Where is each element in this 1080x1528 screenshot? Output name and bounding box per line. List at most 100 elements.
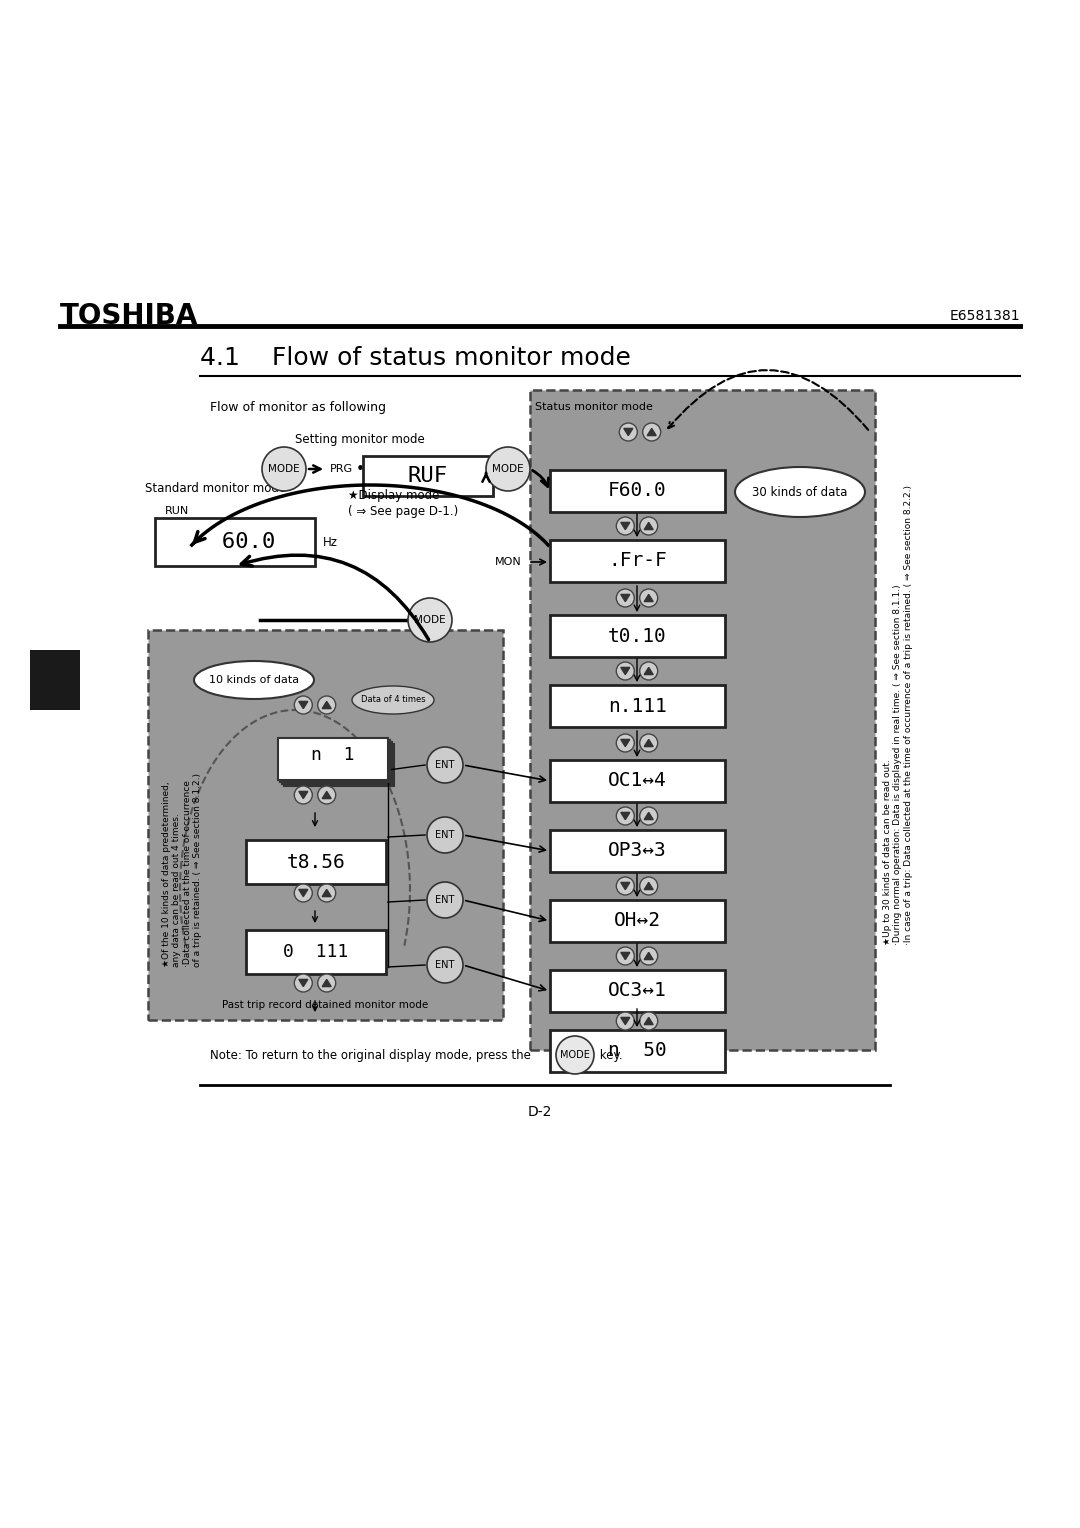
Polygon shape [644,882,653,889]
Circle shape [318,885,336,902]
Text: OC3↔1: OC3↔1 [608,981,666,1001]
Text: ★Display mode: ★Display mode [348,489,440,501]
Text: ★Up to 30 kinds of data can be read out.
·During normal operation: Data is displ: ★Up to 30 kinds of data can be read out.… [883,484,913,944]
Text: Status monitor mode: Status monitor mode [535,402,653,413]
Ellipse shape [194,662,314,698]
Circle shape [408,597,453,642]
Text: ENT: ENT [435,960,455,970]
FancyBboxPatch shape [363,455,492,497]
Polygon shape [621,668,630,674]
Text: TOSHIBA: TOSHIBA [60,303,199,330]
Polygon shape [299,979,308,987]
FancyBboxPatch shape [550,471,725,512]
Circle shape [318,785,336,804]
Text: OP3↔3: OP3↔3 [608,842,666,860]
Polygon shape [621,523,630,530]
Text: MODE: MODE [268,465,300,474]
Circle shape [639,877,658,895]
FancyBboxPatch shape [284,744,394,785]
Text: RUF: RUF [408,466,448,486]
Text: MODE: MODE [561,1050,590,1060]
Text: Standard monitor mode: Standard monitor mode [145,483,286,495]
Polygon shape [322,701,332,709]
Text: Data of 4 times: Data of 4 times [361,695,426,704]
Circle shape [617,588,634,607]
Circle shape [617,807,634,825]
Text: E6581381: E6581381 [949,309,1020,322]
Polygon shape [621,952,630,960]
Circle shape [617,877,634,895]
FancyBboxPatch shape [246,931,386,973]
Polygon shape [322,889,332,897]
Polygon shape [644,668,653,674]
FancyBboxPatch shape [148,630,503,1021]
Circle shape [639,588,658,607]
Polygon shape [644,813,653,819]
Text: MODE: MODE [415,614,446,625]
Polygon shape [299,889,308,897]
Circle shape [427,947,463,983]
Text: 60.0: 60.0 [194,532,275,552]
Circle shape [294,785,312,804]
Circle shape [639,733,658,752]
Polygon shape [621,740,630,747]
Text: ( ⇒ See page D-1.): ( ⇒ See page D-1.) [348,506,458,518]
Text: Setting monitor mode: Setting monitor mode [295,434,424,446]
Text: 0  111: 0 111 [283,943,349,961]
Text: OH↔2: OH↔2 [615,912,661,931]
Circle shape [619,423,637,442]
Text: Past trip record detained monitor mode: Past trip record detained monitor mode [221,999,428,1010]
Text: OC1↔4: OC1↔4 [608,772,666,790]
Text: ENT: ENT [435,830,455,840]
Circle shape [639,662,658,680]
Ellipse shape [352,686,434,714]
Text: t0.10: t0.10 [608,626,666,645]
Circle shape [318,973,336,992]
FancyBboxPatch shape [246,840,386,885]
Circle shape [294,885,312,902]
Text: Hz: Hz [323,535,338,549]
Polygon shape [322,792,332,799]
Circle shape [427,817,463,853]
Text: ENT: ENT [435,759,455,770]
Polygon shape [322,979,332,987]
Text: t8.56: t8.56 [286,853,346,871]
Polygon shape [299,792,308,799]
FancyBboxPatch shape [550,539,725,582]
Polygon shape [644,1018,653,1025]
Polygon shape [299,701,308,709]
FancyBboxPatch shape [550,1030,725,1073]
Text: 30 kinds of data: 30 kinds of data [753,486,848,498]
Circle shape [617,1012,634,1030]
FancyBboxPatch shape [550,759,725,802]
Text: PRG: PRG [330,465,353,474]
Text: n  1: n 1 [311,746,354,764]
Text: •: • [356,461,365,477]
Text: n  50: n 50 [608,1042,666,1060]
Text: MON: MON [496,558,522,567]
Circle shape [294,973,312,992]
Circle shape [639,807,658,825]
Ellipse shape [735,468,865,516]
Text: 4.1    Flow of status monitor mode: 4.1 Flow of status monitor mode [200,345,631,370]
FancyBboxPatch shape [282,743,392,784]
FancyBboxPatch shape [550,685,725,727]
Text: n.111: n.111 [608,697,666,715]
Text: F60.0: F60.0 [608,481,666,501]
Circle shape [262,448,306,490]
Circle shape [617,516,634,535]
Circle shape [617,733,634,752]
Polygon shape [647,428,657,435]
Circle shape [643,423,661,442]
FancyBboxPatch shape [550,830,725,872]
Circle shape [556,1036,594,1074]
FancyBboxPatch shape [530,390,875,1050]
Polygon shape [644,740,653,747]
Circle shape [318,695,336,714]
Text: key.: key. [596,1048,623,1062]
Polygon shape [621,813,630,819]
FancyBboxPatch shape [280,740,390,782]
Text: Note: To return to the original display mode, press the: Note: To return to the original display … [210,1048,535,1062]
Circle shape [639,947,658,966]
Text: RUN: RUN [165,506,189,516]
